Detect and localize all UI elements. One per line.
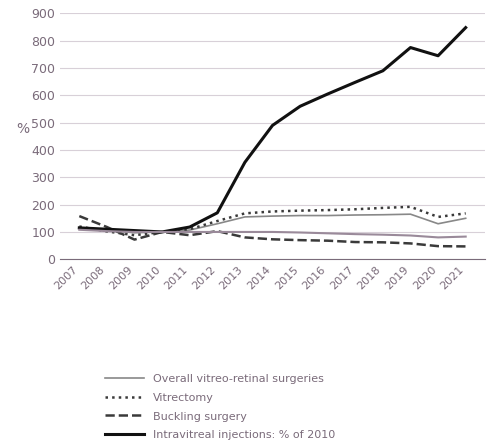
Vitrectomy — [270, 209, 276, 214]
retinal coagulations — [159, 229, 165, 235]
Overall vitreo-retinal surgeries — [76, 225, 82, 231]
retinal coagulations — [380, 232, 386, 237]
Intravitreal injections: % of 2010: (2.02e+03, 605): % of 2010: (2.02e+03, 605) — [324, 91, 330, 97]
Vitrectomy — [380, 205, 386, 211]
retinal coagulations — [132, 229, 138, 235]
retinal coagulations — [186, 229, 192, 235]
Vitrectomy — [297, 208, 303, 213]
Overall vitreo-retinal surgeries — [132, 230, 138, 236]
Intravitreal injections: % of 2010: (2.02e+03, 690): % of 2010: (2.02e+03, 690) — [380, 68, 386, 73]
Overall vitreo-retinal surgeries — [352, 212, 358, 218]
Buckling surgery — [297, 237, 303, 243]
Overall vitreo-retinal surgeries — [242, 214, 248, 219]
Overall vitreo-retinal surgeries — [159, 229, 165, 235]
Buckling surgery — [380, 240, 386, 245]
Intravitreal injections: % of 2010: (2.02e+03, 648): % of 2010: (2.02e+03, 648) — [352, 80, 358, 85]
Vitrectomy — [242, 211, 248, 216]
Buckling surgery — [159, 229, 165, 235]
retinal coagulations — [297, 230, 303, 235]
Intravitreal injections: % of 2010: (2.01e+03, 110): % of 2010: (2.01e+03, 110) — [104, 227, 110, 232]
Overall vitreo-retinal surgeries — [186, 228, 192, 233]
retinal coagulations — [408, 233, 414, 238]
Vitrectomy — [408, 204, 414, 210]
Overall vitreo-retinal surgeries — [435, 221, 441, 227]
Intravitreal injections: % of 2010: (2.02e+03, 848): % of 2010: (2.02e+03, 848) — [462, 25, 468, 30]
retinal coagulations — [435, 235, 441, 240]
retinal coagulations — [214, 229, 220, 235]
Buckling surgery — [76, 213, 82, 219]
Line: Intravitreal injections: % of 2010: Intravitreal injections: % of 2010 — [80, 28, 466, 232]
retinal coagulations — [76, 227, 82, 232]
Intravitreal injections: % of 2010: (2.01e+03, 105): % of 2010: (2.01e+03, 105) — [132, 228, 138, 233]
Overall vitreo-retinal surgeries — [104, 228, 110, 233]
Legend: Overall vitreo-retinal surgeries, Vitrectomy, Buckling surgery, Intravitreal inj: Overall vitreo-retinal surgeries, Vitrec… — [100, 368, 340, 447]
Vitrectomy — [462, 211, 468, 216]
Intravitreal injections: % of 2010: (2.01e+03, 490): % of 2010: (2.01e+03, 490) — [270, 123, 276, 128]
Line: retinal coagulations: retinal coagulations — [80, 230, 466, 237]
Buckling surgery — [352, 240, 358, 245]
Vitrectomy — [159, 229, 165, 235]
retinal coagulations — [242, 229, 248, 235]
Buckling surgery — [270, 236, 276, 242]
Intravitreal injections: % of 2010: (2.01e+03, 170): % of 2010: (2.01e+03, 170) — [214, 210, 220, 215]
Intravitreal injections: % of 2010: (2.01e+03, 115): % of 2010: (2.01e+03, 115) — [76, 225, 82, 231]
Overall vitreo-retinal surgeries — [214, 221, 220, 227]
Overall vitreo-retinal surgeries — [270, 213, 276, 219]
Buckling surgery — [214, 228, 220, 234]
Vitrectomy — [352, 207, 358, 212]
Line: Vitrectomy: Vitrectomy — [80, 207, 466, 235]
retinal coagulations — [462, 234, 468, 239]
retinal coagulations — [324, 231, 330, 236]
Overall vitreo-retinal surgeries — [380, 212, 386, 217]
Overall vitreo-retinal surgeries — [324, 213, 330, 218]
Buckling surgery — [324, 238, 330, 243]
Line: Overall vitreo-retinal surgeries: Overall vitreo-retinal surgeries — [80, 214, 466, 233]
Y-axis label: %: % — [16, 122, 30, 136]
Buckling surgery — [462, 244, 468, 249]
Overall vitreo-retinal surgeries — [297, 213, 303, 218]
Line: Buckling surgery: Buckling surgery — [80, 216, 466, 246]
Buckling surgery — [186, 232, 192, 238]
Vitrectomy — [435, 214, 441, 219]
Vitrectomy — [104, 229, 110, 234]
Intravitreal injections: % of 2010: (2.02e+03, 560): % of 2010: (2.02e+03, 560) — [297, 104, 303, 109]
Buckling surgery — [408, 241, 414, 246]
Buckling surgery — [104, 224, 110, 230]
Overall vitreo-retinal surgeries — [408, 211, 414, 217]
Overall vitreo-retinal surgeries — [462, 215, 468, 221]
retinal coagulations — [104, 228, 110, 234]
Vitrectomy — [186, 227, 192, 232]
Intravitreal injections: % of 2010: (2.01e+03, 355): % of 2010: (2.01e+03, 355) — [242, 160, 248, 165]
Buckling surgery — [242, 235, 248, 240]
Buckling surgery — [435, 244, 441, 249]
Intravitreal injections: % of 2010: (2.01e+03, 118): % of 2010: (2.01e+03, 118) — [186, 224, 192, 230]
Vitrectomy — [76, 224, 82, 229]
retinal coagulations — [270, 229, 276, 235]
Intravitreal injections: % of 2010: (2.02e+03, 775): % of 2010: (2.02e+03, 775) — [408, 45, 414, 50]
retinal coagulations — [352, 232, 358, 237]
Vitrectomy — [132, 232, 138, 238]
Buckling surgery — [132, 237, 138, 242]
Vitrectomy — [214, 218, 220, 224]
Intravitreal injections: % of 2010: (2.02e+03, 745): % of 2010: (2.02e+03, 745) — [435, 53, 441, 59]
Vitrectomy — [324, 207, 330, 213]
Intravitreal injections: % of 2010: (2.01e+03, 100): % of 2010: (2.01e+03, 100) — [159, 229, 165, 235]
